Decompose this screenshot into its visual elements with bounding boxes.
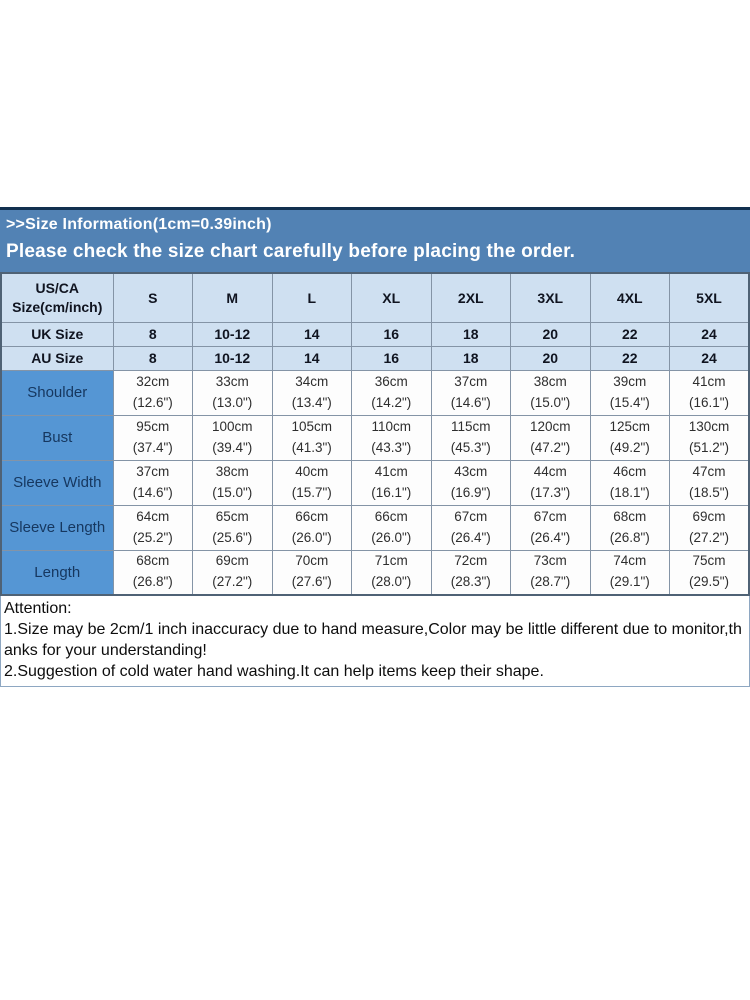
- measurement-cell: 67cm (26.4"): [430, 504, 511, 551]
- measurement-cell: 41cm (16.1"): [669, 369, 750, 416]
- banner-subtitle: Please check the size chart carefully be…: [6, 241, 576, 262]
- size-value-cell: 14: [271, 321, 352, 347]
- measurement-cell: 68cm (26.8"): [112, 549, 193, 596]
- size-value-cell: 8: [112, 345, 193, 371]
- measurement-cell: 67cm (26.4"): [510, 504, 591, 551]
- measurement-cell: 100cm (39.4"): [192, 414, 273, 461]
- size-row-label: AU Size: [0, 345, 114, 371]
- size-chart-table: US/CA Size(cm/inch) S M L XL 2XL 3XL 4XL 5XL UK S…: [0, 272, 750, 596]
- size-col-header: XL: [351, 272, 432, 323]
- size-value-cell: 20: [510, 345, 591, 371]
- measurement-row: Shoulder 32cm (12.6") 33cm (13.0") 34cm (13…: [0, 369, 750, 416]
- size-value-cell: 18: [430, 345, 511, 371]
- size-col-header: 5XL: [669, 272, 750, 323]
- measurement-cell: 70cm (27.6"): [271, 549, 352, 596]
- size-value-cell: 10-12: [192, 321, 273, 347]
- attention-note-1: 1.Size may be 2cm/1 inch inaccuracy due …: [4, 621, 742, 659]
- measurement-cell: 110cm (43.3"): [351, 414, 432, 461]
- size-col-header: 2XL: [430, 272, 511, 323]
- measurement-cell: 43cm (16.9"): [430, 459, 511, 506]
- measurement-cell: 37cm (14.6"): [112, 459, 193, 506]
- measurement-row-label: Shoulder: [0, 369, 114, 416]
- size-row-label: UK Size: [0, 321, 114, 347]
- measurement-cell: 115cm (45.3"): [430, 414, 511, 461]
- measurement-cell: 44cm (17.3"): [510, 459, 591, 506]
- measurement-cell: 32cm (12.6"): [112, 369, 193, 416]
- banner-title: >>Size Information(1cm=0.39inch): [6, 216, 272, 233]
- measurement-cell: 95cm (37.4"): [112, 414, 193, 461]
- measurement-cell: 130cm (51.2"): [669, 414, 750, 461]
- measurement-cell: 64cm (25.2"): [112, 504, 193, 551]
- measurement-cell: 71cm (28.0"): [351, 549, 432, 596]
- measurement-cell: 40cm (15.7"): [271, 459, 352, 506]
- measurement-cell: 34cm (13.4"): [271, 369, 352, 416]
- top-whitespace: [0, 0, 750, 207]
- measurement-cell: 38cm (15.0"): [192, 459, 273, 506]
- size-value-cell: 8: [112, 321, 193, 347]
- size-row: AU Size 8 10-12 14 16 18 20 22 24: [0, 345, 750, 371]
- measurement-cell: 120cm (47.2"): [510, 414, 591, 461]
- attention-heading: Attention:: [4, 600, 72, 617]
- size-value-cell: 22: [589, 345, 670, 371]
- measurement-row-label: Sleeve Length: [0, 504, 114, 551]
- measurement-cell: 47cm (18.5"): [669, 459, 750, 506]
- size-col-header: S: [112, 272, 193, 323]
- size-row: UK Size 8 10-12 14 16 18 20 22 24: [0, 321, 750, 347]
- measurement-row: Sleeve Length 64cm (25.2") 65cm (25.6") 66c…: [0, 504, 750, 551]
- measurement-cell: 65cm (25.6"): [192, 504, 273, 551]
- measurement-cell: 66cm (26.0"): [271, 504, 352, 551]
- measurement-cell: 125cm (49.2"): [589, 414, 670, 461]
- measurement-cell: 33cm (13.0"): [192, 369, 273, 416]
- measurement-row-label: Length: [0, 549, 114, 596]
- measurement-row-label: Sleeve Width: [0, 459, 114, 506]
- measurement-cell: 69cm (27.2"): [192, 549, 273, 596]
- size-info-banner: >>Size Information(1cm=0.39inch) Please …: [0, 207, 750, 272]
- size-col-header: 4XL: [589, 272, 670, 323]
- measurement-row: Length 68cm (26.8") 69cm (27.2") 70cm (27.6…: [0, 549, 750, 596]
- measurement-cell: 75cm (29.5"): [669, 549, 750, 596]
- size-value-cell: 14: [271, 345, 352, 371]
- measurement-row: Bust 95cm (37.4") 100cm (39.4") 105cm (41.3…: [0, 414, 750, 461]
- measurement-cell: 39cm (15.4"): [589, 369, 670, 416]
- attention-notes: Attention: 1.Size may be 2cm/1 inch inac…: [0, 596, 750, 687]
- measurement-cell: 105cm (41.3"): [271, 414, 352, 461]
- measurement-cell: 37cm (14.6"): [430, 369, 511, 416]
- measurement-cell: 73cm (28.7"): [510, 549, 591, 596]
- measurement-row: Sleeve Width 37cm (14.6") 38cm (15.0") 40cm…: [0, 459, 750, 506]
- size-header-row: US/CA Size(cm/inch) S M L XL 2XL 3XL 4XL 5XL: [0, 272, 750, 323]
- attention-note-2: 2.Suggestion of cold water hand washing.…: [4, 663, 544, 680]
- size-col-header: 3XL: [510, 272, 591, 323]
- size-value-cell: 24: [669, 321, 750, 347]
- measurement-cell: 41cm (16.1"): [351, 459, 432, 506]
- measurement-cell: 74cm (29.1"): [589, 549, 670, 596]
- size-col-header: L: [271, 272, 352, 323]
- measurement-cell: 36cm (14.2"): [351, 369, 432, 416]
- size-value-cell: 10-12: [192, 345, 273, 371]
- measurement-cell: 69cm (27.2"): [669, 504, 750, 551]
- size-value-cell: 16: [351, 321, 432, 347]
- size-value-cell: 18: [430, 321, 511, 347]
- corner-header: US/CA Size(cm/inch): [0, 272, 114, 323]
- size-col-header: M: [192, 272, 273, 323]
- size-value-cell: 20: [510, 321, 591, 347]
- measurement-cell: 38cm (15.0"): [510, 369, 591, 416]
- measurement-cell: 68cm (26.8"): [589, 504, 670, 551]
- size-value-cell: 22: [589, 321, 670, 347]
- measurement-cell: 66cm (26.0"): [351, 504, 432, 551]
- measurement-cell: 46cm (18.1"): [589, 459, 670, 506]
- size-value-cell: 16: [351, 345, 432, 371]
- measurement-row-label: Bust: [0, 414, 114, 461]
- size-value-cell: 24: [669, 345, 750, 371]
- measurement-cell: 72cm (28.3"): [430, 549, 511, 596]
